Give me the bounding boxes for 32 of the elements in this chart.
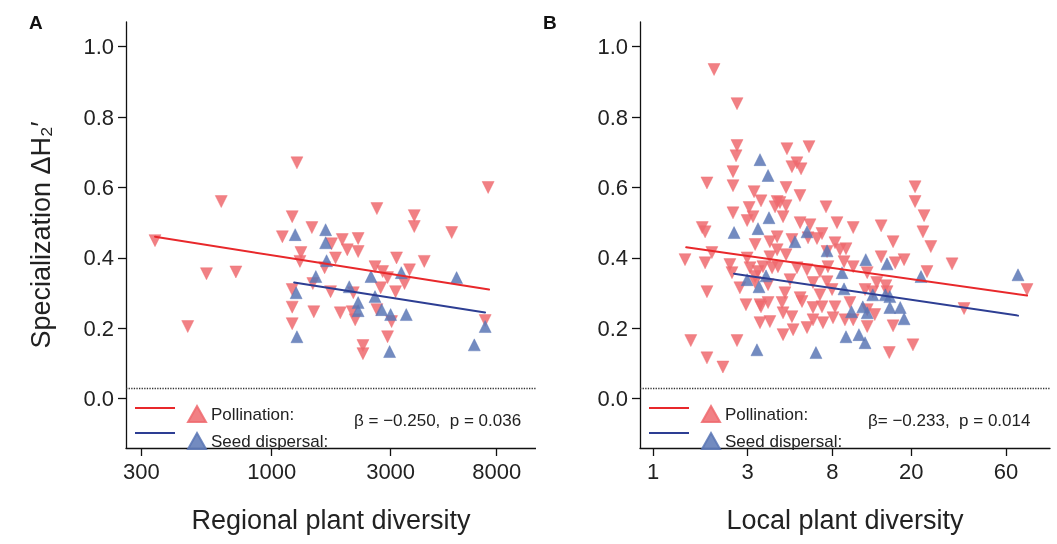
x-tick-label: 8000 [472,458,522,484]
x-tick-label: 3 [741,458,754,484]
y-axis-title: Specialization ΔH₂′ [25,121,56,349]
x-tick-label: 1000 [247,458,297,484]
y-tick-label: 0.0 [83,386,114,412]
annotation: β = −0.250, p = 0.036 [354,411,522,430]
chart-title: B [543,12,557,33]
x-tick-label: 60 [993,458,1019,484]
legend-label: Pollination: [211,404,295,424]
y-tick-label: 0.8 [83,104,114,130]
annotation: β= −0.233, p = 0.014 [868,411,1031,430]
y-tick-label: 0.8 [597,104,628,130]
x-axis-title: Regional plant diversity [191,504,472,535]
y-tick-label: 0.2 [597,315,628,341]
y-tick-label: 0.4 [597,245,628,271]
legend-label: Seed dispersal: [211,431,329,451]
x-tick-label: 1 [646,458,660,484]
y-tick-label: 0.6 [597,174,628,200]
y-tick-label: 0.6 [83,174,114,200]
chart-title: A [29,12,43,33]
x-tick-label: 8 [826,458,839,484]
y-tick-label: 0.0 [597,386,628,412]
y-tick-label: 0.2 [83,315,114,341]
y-tick-label: 0.4 [83,245,114,271]
x-axis-title: Local plant diversity [726,504,965,535]
x-tick-label: 20 [899,458,924,484]
y-tick-label: 1.0 [83,34,114,60]
legend-label: Seed dispersal: [725,431,843,451]
legend-label: Pollination: [725,404,809,424]
x-tick-label: 3000 [366,458,416,484]
y-tick-label: 1.0 [597,34,628,60]
x-tick-label: 300 [123,458,160,484]
